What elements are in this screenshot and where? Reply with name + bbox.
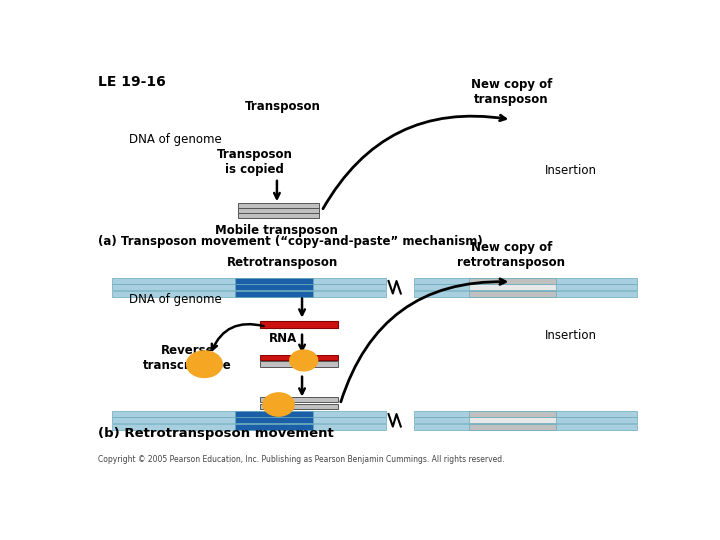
FancyBboxPatch shape	[112, 278, 386, 284]
FancyBboxPatch shape	[112, 411, 386, 416]
FancyBboxPatch shape	[235, 285, 313, 290]
FancyBboxPatch shape	[413, 417, 637, 423]
FancyBboxPatch shape	[469, 424, 556, 430]
FancyBboxPatch shape	[260, 321, 338, 328]
FancyBboxPatch shape	[260, 397, 338, 402]
FancyBboxPatch shape	[112, 424, 386, 430]
FancyBboxPatch shape	[235, 411, 313, 416]
FancyBboxPatch shape	[238, 208, 319, 213]
Text: DNA of genome: DNA of genome	[129, 294, 222, 307]
FancyBboxPatch shape	[469, 411, 556, 416]
FancyBboxPatch shape	[413, 424, 637, 430]
FancyBboxPatch shape	[112, 285, 386, 290]
Text: Mobile transposon: Mobile transposon	[215, 224, 338, 237]
FancyBboxPatch shape	[260, 355, 338, 360]
Text: Transposon: Transposon	[245, 99, 320, 113]
FancyBboxPatch shape	[112, 417, 386, 423]
Text: New copy of
transposon: New copy of transposon	[471, 78, 552, 106]
Text: RNA: RNA	[269, 332, 297, 345]
FancyBboxPatch shape	[235, 278, 313, 284]
Text: (a) Transposon movement (“copy-and-paste” mechanism): (a) Transposon movement (“copy-and-paste…	[99, 235, 483, 248]
Text: New copy of
retrotransposon: New copy of retrotransposon	[457, 240, 565, 268]
FancyBboxPatch shape	[469, 285, 556, 290]
Text: Transposon
is copied: Transposon is copied	[217, 148, 292, 176]
FancyBboxPatch shape	[469, 278, 556, 284]
Text: Insertion: Insertion	[545, 328, 597, 342]
FancyBboxPatch shape	[235, 291, 313, 297]
FancyBboxPatch shape	[260, 404, 338, 409]
FancyBboxPatch shape	[413, 278, 637, 284]
FancyBboxPatch shape	[413, 411, 637, 416]
FancyBboxPatch shape	[260, 361, 338, 367]
FancyBboxPatch shape	[238, 213, 319, 218]
FancyBboxPatch shape	[235, 424, 313, 430]
Text: (b) Retrotransposon movement: (b) Retrotransposon movement	[99, 427, 334, 441]
FancyBboxPatch shape	[238, 203, 319, 208]
FancyBboxPatch shape	[235, 417, 313, 423]
Circle shape	[186, 351, 222, 377]
FancyBboxPatch shape	[413, 285, 637, 290]
Text: Copyright © 2005 Pearson Education, Inc. Publishing as Pearson Benjamin Cummings: Copyright © 2005 Pearson Education, Inc.…	[99, 455, 505, 464]
FancyBboxPatch shape	[112, 291, 386, 297]
Text: Insertion: Insertion	[545, 164, 597, 177]
Text: Retrotransposon: Retrotransposon	[227, 255, 338, 268]
Circle shape	[289, 350, 318, 371]
Text: DNA of genome: DNA of genome	[129, 133, 222, 146]
FancyBboxPatch shape	[469, 291, 556, 297]
FancyBboxPatch shape	[413, 291, 637, 297]
Text: Reverse
transcriptase: Reverse transcriptase	[143, 344, 232, 372]
Circle shape	[263, 393, 294, 416]
FancyBboxPatch shape	[469, 417, 556, 423]
Text: LE 19-16: LE 19-16	[99, 75, 166, 89]
